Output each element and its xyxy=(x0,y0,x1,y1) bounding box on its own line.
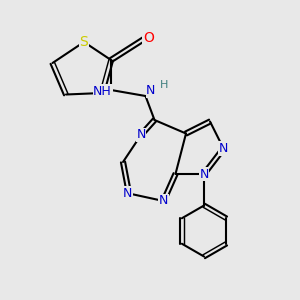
Text: N: N xyxy=(123,187,132,200)
Text: S: S xyxy=(80,35,88,49)
Text: O: O xyxy=(143,31,154,44)
Text: N: N xyxy=(219,142,228,155)
Text: N: N xyxy=(159,194,168,208)
Text: H: H xyxy=(160,80,168,90)
Text: N: N xyxy=(136,128,146,142)
Text: N: N xyxy=(199,167,209,181)
Text: N: N xyxy=(146,84,156,97)
Text: NH: NH xyxy=(93,85,112,98)
